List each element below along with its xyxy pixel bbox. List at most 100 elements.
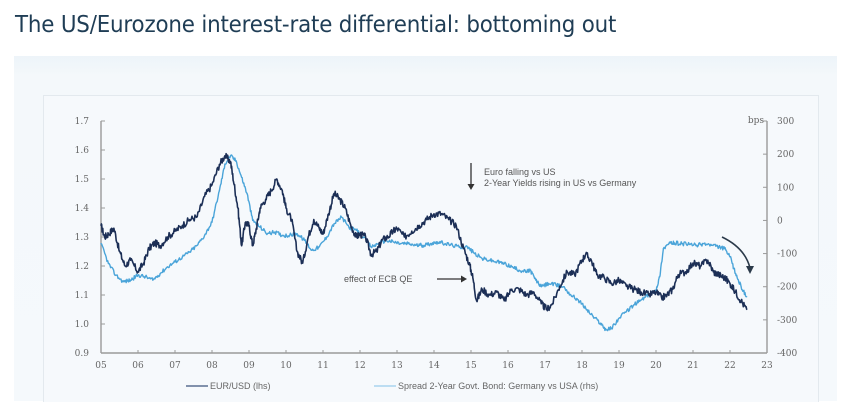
chart-panel-inner [43,95,819,402]
data-point-eurusd [403,236,405,238]
data-point-eurusd [476,300,478,302]
data-point-eurusd [448,219,450,221]
data-point-spread [235,160,237,162]
data-point-eurusd [685,271,687,273]
data-point-eurusd [339,198,341,200]
data-point-spread [599,322,602,324]
data-point-eurusd [291,219,293,221]
data-point-eurusd [472,277,474,279]
data-point-eurusd [707,259,709,261]
data-point-eurusd [455,224,457,226]
data-point-eurusd [590,259,592,261]
data-point-eurusd [259,207,261,209]
data-point-eurusd [661,297,663,299]
data-point-eurusd [574,274,576,276]
y-left-tick-label: 1.4 [75,204,90,214]
data-point-spread [400,243,402,245]
data-point-eurusd [167,236,169,238]
data-point-spread [422,244,424,246]
data-point-spread [437,241,439,243]
data-point-eurusd [333,192,335,195]
data-point-eurusd [204,195,206,197]
data-point-eurusd [463,248,465,250]
data-point-eurusd [211,184,213,186]
x-tick-label: 21 [687,361,698,371]
data-point-eurusd [154,242,156,244]
data-point-spread [429,243,431,245]
data-point-eurusd [585,253,587,255]
data-point-eurusd [625,285,628,287]
data-point-spread [181,256,183,258]
data-point-spread [605,329,607,331]
legend-label-eurusd: EUR/USD (lhs) [210,381,271,391]
data-point-eurusd [104,236,106,238]
data-point-eurusd [143,262,145,264]
data-point-eurusd [596,274,598,276]
data-point-eurusd [740,300,742,302]
data-point-spread [204,234,206,236]
data-point-spread [611,327,613,329]
data-point-spread [303,239,306,241]
data-point-spread [511,266,513,268]
data-point-eurusd [130,259,132,261]
data-point-eurusd [322,233,324,235]
data-point-spread [266,233,269,235]
data-point-eurusd [677,274,679,276]
data-point-eurusd [307,236,309,238]
data-point-eurusd [426,219,428,221]
y-right-tick-label: -200 [777,283,797,293]
data-point-eurusd [148,248,150,250]
data-point-spread [496,261,498,263]
data-point-eurusd [692,262,694,264]
data-point-spread [229,155,232,157]
x-tick-label: 18 [576,361,588,371]
y-right-tick-label: 0 [777,216,783,226]
data-point-spread [459,246,461,248]
y-right-tick-label: -400 [777,349,797,359]
data-point-spread [466,246,468,248]
data-point-eurusd [518,288,520,290]
data-point-spread [540,286,542,288]
x-tick-label: 12 [354,361,365,371]
data-point-spread [673,242,676,244]
data-point-spread [618,317,620,319]
curved-arrow-icon [721,236,751,269]
data-point-eurusd [387,236,389,238]
data-point-spread [274,231,276,233]
y-right-unit-label: bps [748,116,765,126]
data-point-eurusd [248,224,250,226]
data-point-eurusd [370,253,372,255]
data-point-eurusd [718,274,720,276]
data-point-spread [474,253,476,255]
data-point-eurusd [581,259,583,261]
data-point-spread [518,269,520,271]
data-point-spread [318,246,320,248]
y-left-tick-label: 1.7 [75,117,90,127]
x-tick-label: 06 [132,361,144,371]
data-point-spread [296,233,298,235]
data-point-spread [640,299,642,301]
data-point-spread [392,241,394,243]
data-point-eurusd [611,282,613,284]
data-point-spread [481,257,483,260]
x-tick-label: 22 [724,361,735,371]
data-point-eurusd [481,288,483,290]
data-point-spread [740,286,742,288]
data-point-eurusd [411,230,413,232]
y-left-tick-label: 1.2 [75,262,89,272]
data-point-eurusd [699,265,702,267]
data-point-eurusd [313,219,315,221]
data-point-eurusd [551,303,554,305]
data-point-spread [696,244,698,246]
data-point-eurusd [252,245,254,247]
data-point-eurusd [229,161,232,163]
data-point-eurusd [525,294,528,296]
y-left-tick-label: 0.9 [75,349,90,359]
x-tick-label: 11 [317,361,328,371]
data-point-spread [488,259,491,261]
y-right-tick-label: 200 [777,150,794,160]
data-point-spread [311,249,313,251]
data-point-eurusd [533,291,535,293]
data-point-spread [355,229,357,231]
data-point-eurusd [244,221,246,224]
